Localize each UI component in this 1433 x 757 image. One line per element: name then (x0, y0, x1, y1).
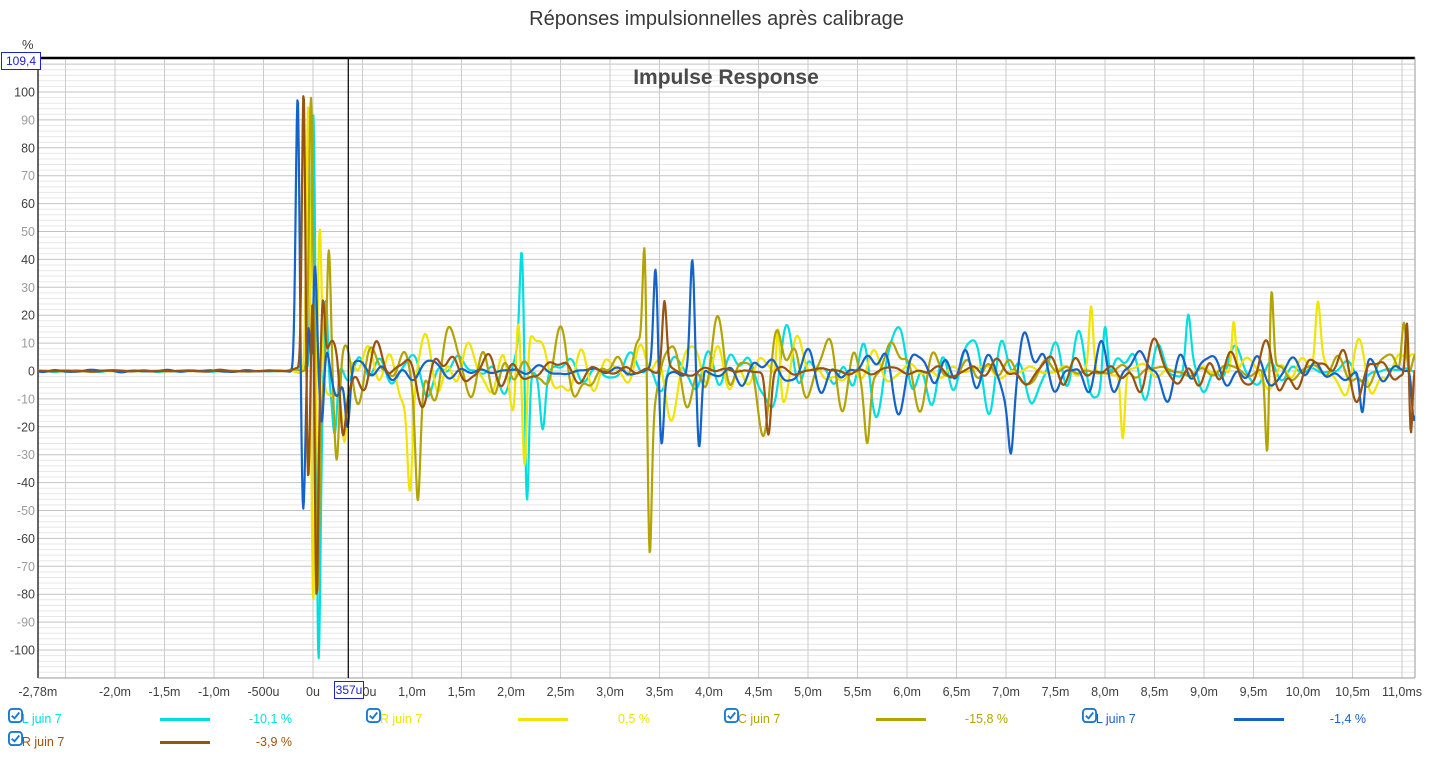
check-icon (369, 711, 378, 720)
y-tick-label: -60 (17, 532, 35, 546)
cursor-y-readout: 109,4 (1, 52, 41, 70)
x-tick-label: -2,0m (99, 685, 131, 699)
check-icon (727, 711, 736, 720)
legend-checkbox[interactable] (366, 708, 381, 723)
y-tick-label: -40 (17, 476, 35, 490)
x-tick-label: 11,0ms (1382, 685, 1422, 699)
x-tick-label: 7,0m (992, 685, 1020, 699)
y-tick-label: -20 (17, 420, 35, 434)
legend-checkbox[interactable] (724, 708, 739, 723)
legend-line-swatch (160, 740, 210, 744)
x-tick-label: 5,0m (794, 685, 822, 699)
x-tick-label: 6,0m (893, 685, 921, 699)
page-title: Réponses impulsionnelles après calibrage (529, 8, 904, 30)
legend-distortion-value: 0,5 % (618, 712, 650, 726)
check-icon (11, 711, 20, 720)
y-tick-label: -30 (17, 448, 35, 462)
x-tick-label: 1,5m (448, 685, 476, 699)
legend-measurement-name: 6: L juin 7 (1082, 712, 1136, 726)
x-tick-label: 8,0m (1091, 685, 1119, 699)
y-tick-label: -70 (17, 560, 35, 574)
x-tick-label: 5,5m (844, 685, 872, 699)
legend-distortion-value: -15,8 % (964, 712, 1008, 726)
legend-item-6: 6: L juin 7 -1,4 % (1082, 708, 1366, 730)
legend-checkbox[interactable] (8, 731, 23, 746)
legend-distortion-value: -3,9 % (255, 735, 292, 749)
legend-measurement-name: 4: R juin 7 (366, 712, 423, 726)
y-tick-label: 40 (21, 253, 35, 267)
impulse-response-chart[interactable]: Impulse Response -2,78m -2,0m -1,5m -1,0m -5… (0, 0, 1433, 705)
y-tick-label: 20 (21, 309, 35, 323)
cursor-x-readout: 357u (334, 681, 364, 699)
series-layer (38, 95, 1415, 660)
x-tick-label: 8,5m (1141, 685, 1169, 699)
y-tick-label: 0 (28, 365, 35, 379)
y-tick-label: 90 (21, 113, 35, 127)
x-tick-label: 7,5m (1042, 685, 1070, 699)
legend-item-3: 3: L juin 7 -10,1 % (8, 708, 292, 730)
y-axis-unit-label: % (22, 37, 34, 52)
x-tick-label: 3,5m (646, 685, 674, 699)
legend-checkbox[interactable] (8, 708, 23, 723)
y-tick-label: 70 (21, 169, 35, 183)
y-tick-label: 80 (21, 141, 35, 155)
y-tick-label: -80 (17, 588, 35, 602)
legend-line-swatch (876, 717, 926, 721)
legend-measurement-name: 5: C juin 7 (724, 712, 781, 726)
legend-measurement-name: 3: L juin 7 (8, 712, 62, 726)
legend-measurement-name: 7: R juin 7 (8, 735, 65, 749)
chart-subtitle: Impulse Response (633, 66, 819, 89)
legend-item-7: 7: R juin 7 -3,9 % (8, 731, 292, 753)
x-tick-label: 6,5m (943, 685, 971, 699)
y-tick-label: 10 (21, 337, 35, 351)
x-tick-label: 10,5m (1335, 685, 1370, 699)
check-icon (11, 734, 20, 743)
y-tick-label: 100 (14, 86, 35, 100)
x-tick-label: 4,5m (745, 685, 773, 699)
x-tick-label: 10,0m (1286, 685, 1321, 699)
x-tick-label: -1,0m (198, 685, 230, 699)
check-icon (1085, 711, 1094, 720)
y-tick-label: -90 (17, 616, 35, 630)
waveform-7 (38, 95, 1415, 595)
legend-item-5: 5: C juin 7 -15,8 % (724, 708, 1008, 730)
grid-layer (37, 56, 1416, 679)
impulse-plot-area: % Impulse Response -2,78m -2,0m -1,5m -1,0m… (0, 0, 1433, 705)
x-tick-label: -1,5m (149, 685, 181, 699)
x-tick-label: 9,0m (1190, 685, 1218, 699)
y-tick-label: -10 (17, 392, 35, 406)
x-tick-label: 1,0m (398, 685, 426, 699)
y-tick-label: 50 (21, 225, 35, 239)
legend-checkbox[interactable] (1082, 708, 1097, 723)
y-tick-label: -100 (10, 644, 35, 658)
legend-distortion-value: -1,4 % (1329, 712, 1366, 726)
legend-item-4: 4: R juin 7 0,5 % (366, 708, 650, 730)
legend-distortion-value: -10,1 % (248, 712, 292, 726)
axis-labels-layer: -2,78m-2,0m-1,5m-1,0m-500u0u500u1,0m1,5m… (10, 86, 1422, 700)
x-tick-label: -500u (248, 685, 280, 699)
x-tick-label: 4,0m (695, 685, 723, 699)
legend: 3: L juin 7 -10,1 % 4: R juin 7 0,5 % 5: C j… (0, 708, 1433, 757)
x-tick-label: -2,78m (18, 685, 57, 699)
x-tick-label: 9,5m (1240, 685, 1268, 699)
x-tick-label: 2,0m (497, 685, 525, 699)
legend-line-swatch (518, 717, 568, 721)
x-tick-label: 2,5m (547, 685, 575, 699)
legend-line-swatch (160, 717, 210, 721)
waveform-3 (38, 114, 1415, 660)
y-tick-label: -50 (17, 504, 35, 518)
y-tick-label: 60 (21, 197, 35, 211)
x-tick-label: 3,0m (596, 685, 624, 699)
y-tick-label: 30 (21, 281, 35, 295)
legend-line-swatch (1234, 717, 1284, 721)
x-tick-label: 0u (306, 685, 320, 699)
